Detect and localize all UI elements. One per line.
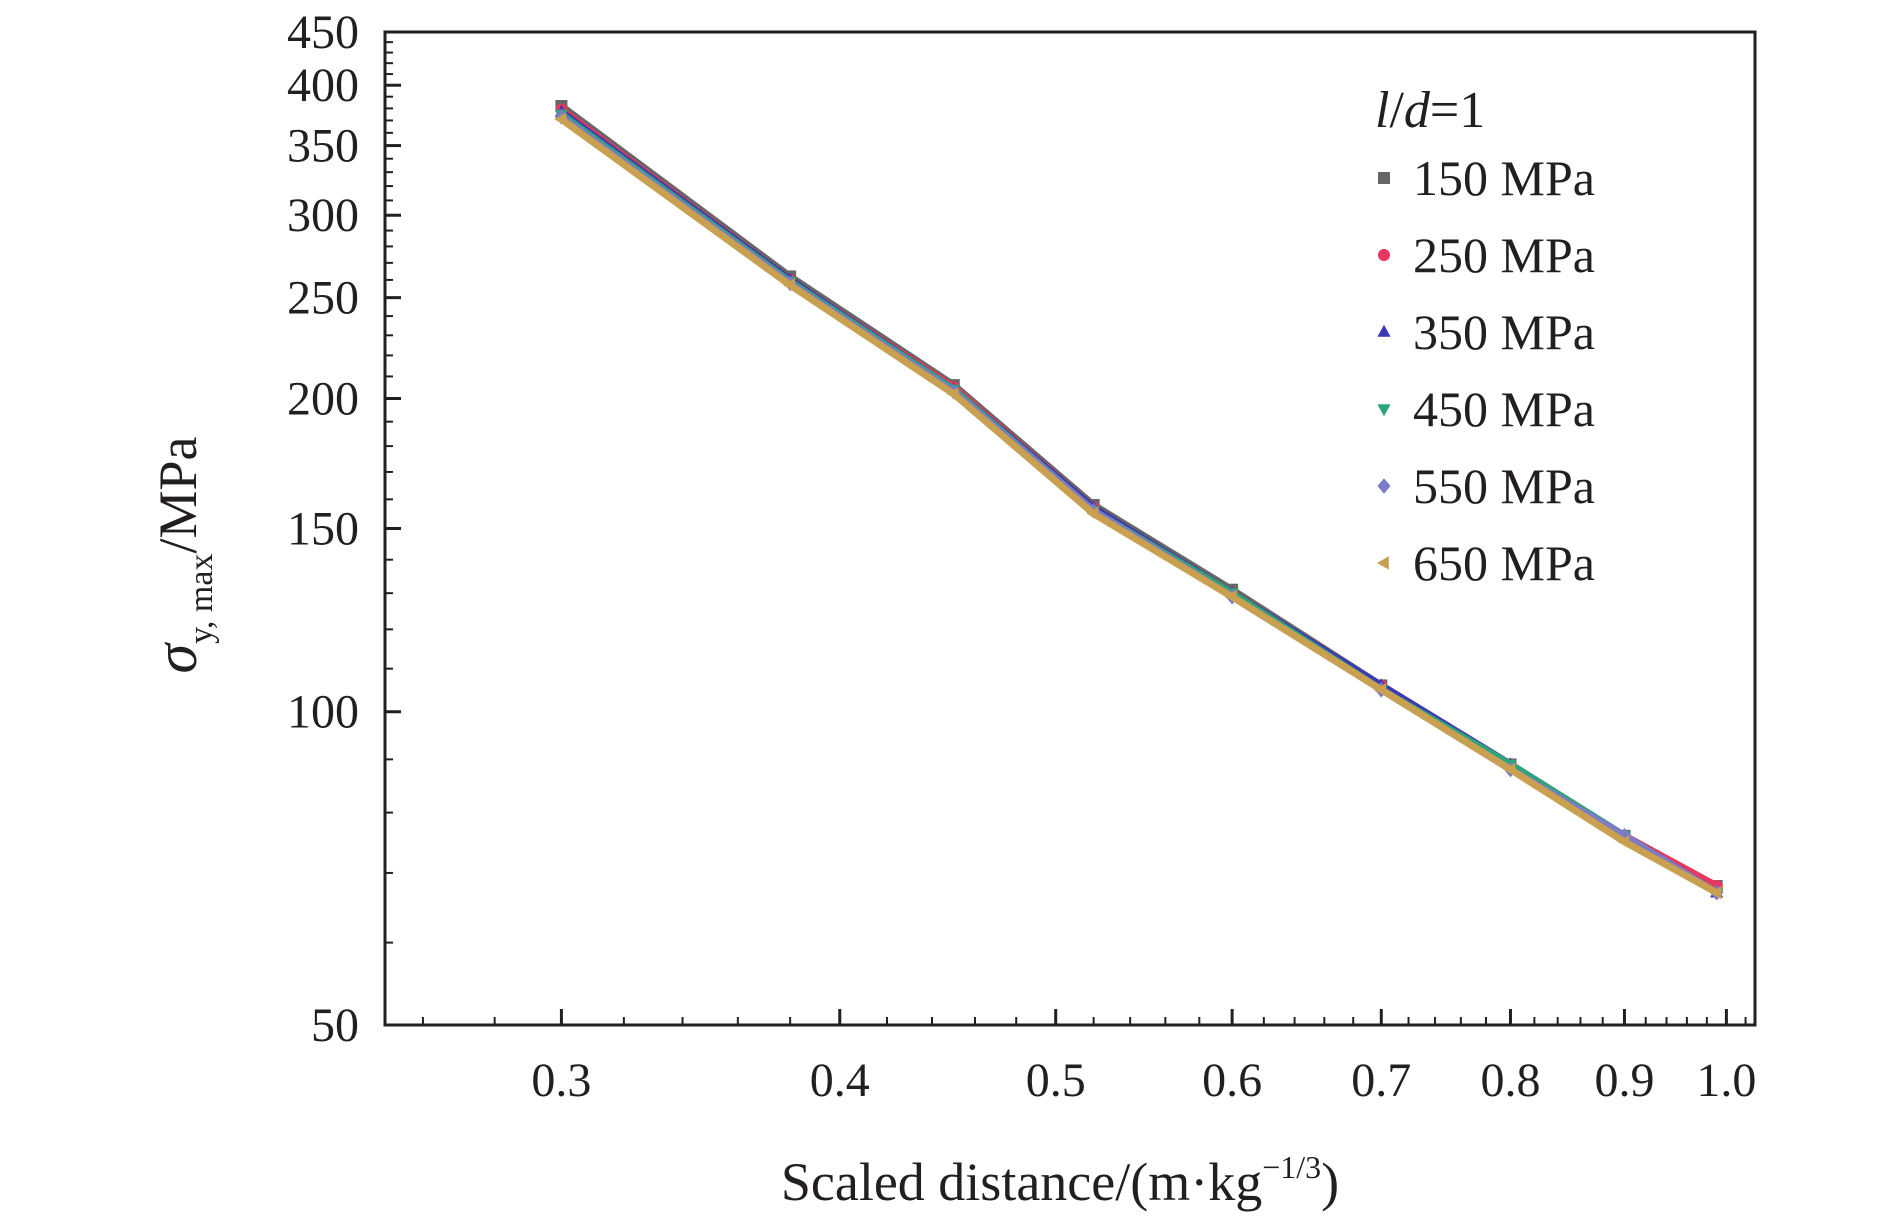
x-tick-label: 0.9 [1594,1054,1654,1107]
y-tick-label: 300 [287,189,359,242]
legend-label: 550 MPa [1413,458,1595,514]
legend-marker [1377,324,1391,337]
series-point [554,112,567,126]
series-point [782,278,795,292]
y-tick-label: 400 [287,59,359,112]
legend-marker [1377,478,1391,494]
y-tick-label: 350 [287,120,359,173]
legend-marker [1376,556,1389,570]
y-tick-label: 200 [287,372,359,425]
x-tick-label: 0.8 [1480,1054,1540,1107]
x-axis-title: Scaled distance/(m·kg−1/3) [781,1149,1339,1212]
legend-title-rest: =1 [1430,82,1485,139]
legend-marker [1378,172,1390,184]
y-axis-title: σy, max/MPa [143,436,220,673]
series-point [1086,507,1099,521]
y-tick-label: 100 [287,686,359,739]
series-layer [554,100,1724,901]
x-tick-label: 0.6 [1202,1054,1262,1107]
legend-label: 650 MPa [1413,535,1595,591]
legend-label: 150 MPa [1413,150,1595,206]
x-axis-title-close: ) [1321,1152,1339,1212]
legend-label: 250 MPa [1413,227,1595,283]
x-tick-label: 0.3 [531,1054,591,1107]
y-axis-title-unit: /MPa [148,436,208,553]
x-tick-label: 0.7 [1351,1054,1411,1107]
legend-title-l: l [1375,82,1389,139]
x-axis-ticks: 0.3 0.4 0.5 0.6 0.7 0.8 0.9 1.0 [421,1009,1756,1107]
legend-marker [1378,249,1390,261]
legend-title: l/d=1 [1375,82,1485,139]
legend: 150 MPa 250 MPa 350 MPa 450 MPa 550 MPa 650 M… [1376,150,1595,591]
legend-label: 350 MPa [1413,304,1595,360]
series-point [1503,762,1516,777]
y-axis-title-sub: y, max [183,554,220,644]
series-point [946,387,959,401]
series-point [1617,835,1630,849]
y-tick-label: 250 [287,272,359,325]
legend-marker [1377,404,1391,417]
series-650-mpa [554,112,1722,900]
y-tick-label: 150 [287,503,359,556]
x-tick-label: 0.4 [810,1054,870,1107]
legend-label: 450 MPa [1413,381,1595,437]
y-tick-label: 50 [311,999,359,1052]
series-point [1374,683,1387,697]
y-axis-title-symbol: σ [143,641,209,673]
x-axis-title-sup: −1/3 [1262,1149,1321,1185]
series-point [1224,590,1237,604]
legend-title-d: d [1404,82,1431,139]
x-tick-label: 0.5 [1026,1054,1086,1107]
series-point [1709,886,1722,900]
y-tick-label: 450 [287,6,359,59]
x-tick-label: 1.0 [1696,1054,1756,1107]
x-axis-title-main: Scaled distance/(m·kg [781,1152,1262,1212]
legend-title-slash: / [1389,82,1404,139]
